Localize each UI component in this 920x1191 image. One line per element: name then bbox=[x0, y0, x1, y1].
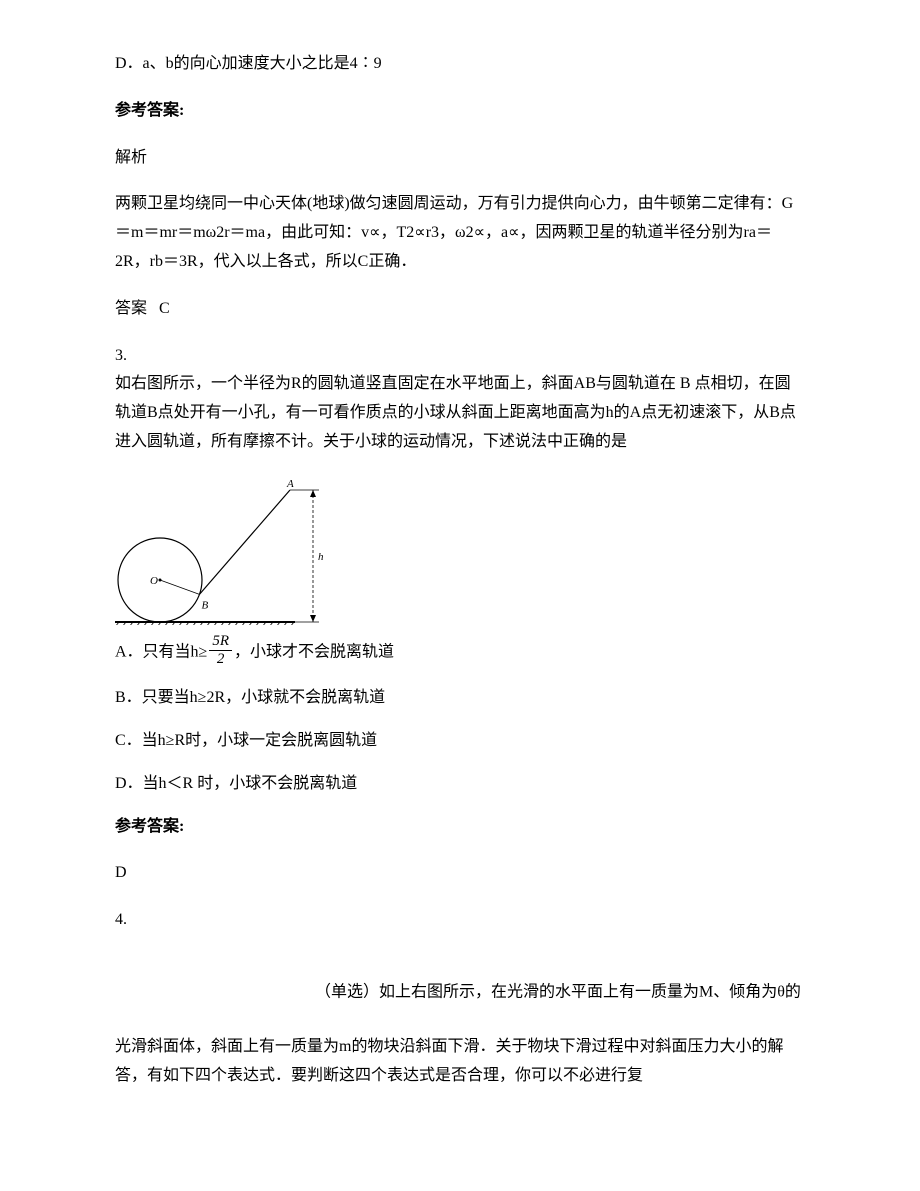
q4-stem: （单选）如上右图所示，在光滑的水平面上有一质量为M、倾角为θ的光滑斜面体，斜面上… bbox=[115, 953, 805, 1091]
q4-figure-placeholder bbox=[115, 953, 315, 1033]
q3-block: 3. 如右图所示，一个半径为R的圆轨道竖直固定在水平地面上，斜面AB与圆轨道在 … bbox=[115, 342, 805, 457]
q2-option-d: D．a、b的向心加速度大小之比是4∶9 bbox=[115, 50, 805, 79]
q3-number: 3. bbox=[115, 347, 127, 364]
q3-optA-pre: A．只有当h≥ bbox=[115, 643, 207, 660]
q3-option-b: B．只要当h≥2R，小球就不会脱离轨道 bbox=[115, 684, 805, 713]
q3-answer-label: 参考答案: bbox=[115, 813, 805, 842]
svg-text:h: h bbox=[318, 551, 324, 563]
q2-explanation: 两颗卫星均绕同一中心天体(地球)做匀速圆周运动，万有引力提供向心力，由牛顿第二定… bbox=[115, 190, 805, 276]
q3-option-a: A．只有当h≥5R2，小球才不会脱离轨道 bbox=[115, 635, 805, 671]
q4-stem-part1: （单选）如上右图所示，在光滑的水平面上有一质量为M、倾角 bbox=[315, 984, 761, 1001]
q2-answer-word: 答案 bbox=[115, 300, 147, 317]
q3-optA-post: ，小球才不会脱离轨道 bbox=[234, 643, 394, 660]
q2-answer-value: C bbox=[159, 300, 170, 317]
fraction-numerator: 5R bbox=[209, 633, 232, 651]
svg-text:A: A bbox=[286, 478, 294, 490]
q3-option-c: C．当h≥R时，小球一定会脱离圆轨道 bbox=[115, 727, 805, 756]
svg-text:O: O bbox=[150, 575, 158, 587]
fraction-denominator: 2 bbox=[209, 651, 232, 668]
q3-diagram: O A B h bbox=[115, 475, 330, 625]
q3-stem: 如右图所示，一个半径为R的圆轨道竖直固定在水平地面上，斜面AB与圆轨道在 B 点… bbox=[115, 375, 796, 450]
q2-final-answer: 答案 C bbox=[115, 295, 805, 324]
q3-answer: D bbox=[115, 859, 805, 888]
q2-answer-label: 参考答案: bbox=[115, 97, 805, 126]
svg-text:B: B bbox=[201, 599, 208, 611]
q3-option-d: D．当h＜R 时，小球不会脱离轨道 bbox=[115, 770, 805, 799]
fraction-5r-2: 5R2 bbox=[209, 633, 232, 669]
q2-jiexi-label: 解析 bbox=[115, 144, 805, 173]
q4-number: 4. bbox=[115, 906, 805, 935]
